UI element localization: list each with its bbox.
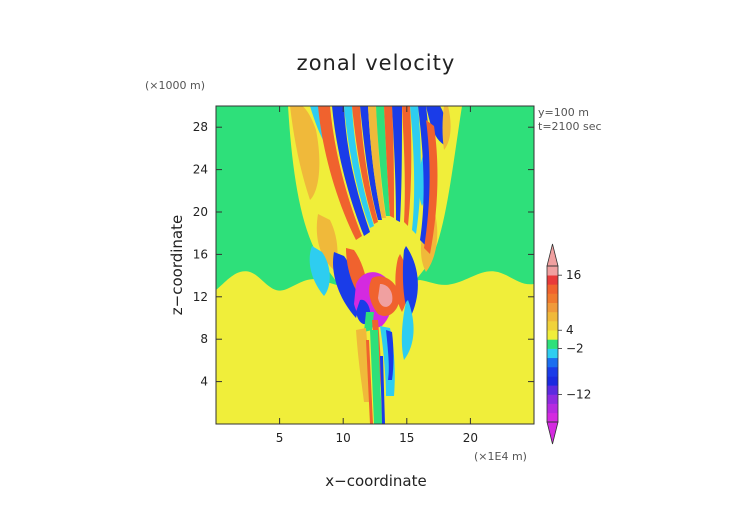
x-axis-label: x−coordinate [325,472,426,490]
y-tick-label: 12 [193,290,208,304]
colorbar-swatch [547,357,558,368]
plot-frame [215,105,535,425]
colorbar-swatch [547,302,558,313]
y-tick-label: 20 [193,205,208,219]
colorbar-swatch [547,275,558,285]
chart-title: zonal velocity [297,51,456,75]
colorbar-frame [546,265,559,423]
colorbar-swatch [547,293,558,304]
x-tick-label: 5 [276,431,284,445]
colorbar-tick-label: −12 [566,387,591,401]
x-tick-label: 15 [399,431,414,445]
slice-annotation: y=100 m [538,106,589,119]
colorbar-tick-label: 16 [566,268,581,282]
y-axis-ticks: 4 8 12 16 20 24 28 [193,120,534,389]
x-axis-ticks: 5 10 15 20 [276,106,478,445]
colorbar: −12 −2 4 16 [546,243,591,445]
colorbar-tick-label: −2 [566,342,584,356]
colorbar-swatch [547,311,558,322]
colorbar-swatch [547,394,558,404]
colorbar-swatch [547,284,558,294]
y-tick-label: 8 [200,332,208,346]
colorbar-tick-label: 4 [566,323,574,337]
colorbar-swatch [547,348,558,359]
x-tick-label: 10 [336,431,351,445]
x-tick-label: 20 [463,431,478,445]
time-annotation: t=2100 sec [538,120,602,133]
colorbar-swatch [547,412,558,423]
colorbar-swatch [547,321,558,331]
colorbar-swatch [547,376,558,386]
contour-field [216,106,534,424]
colorbar-swatch [547,366,558,377]
y-tick-label: 28 [193,120,208,134]
colorbar-swatch [547,403,558,414]
x-unit-label: (×1E4 m) [474,450,527,463]
colorbar-swatch [547,385,558,395]
y-tick-label: 24 [193,163,208,177]
y-tick-label: 4 [200,375,208,389]
y-unit-label: (×1000 m) [145,79,205,92]
colorbar-over-arrow [546,243,559,267]
colorbar-swatch [547,339,558,349]
y-tick-label: 16 [193,247,208,261]
colorbar-swatch [547,330,558,340]
colorbar-under-arrow [546,421,559,445]
y-axis-label: z−coordinate [168,215,186,315]
colorbar-swatch [547,266,558,276]
